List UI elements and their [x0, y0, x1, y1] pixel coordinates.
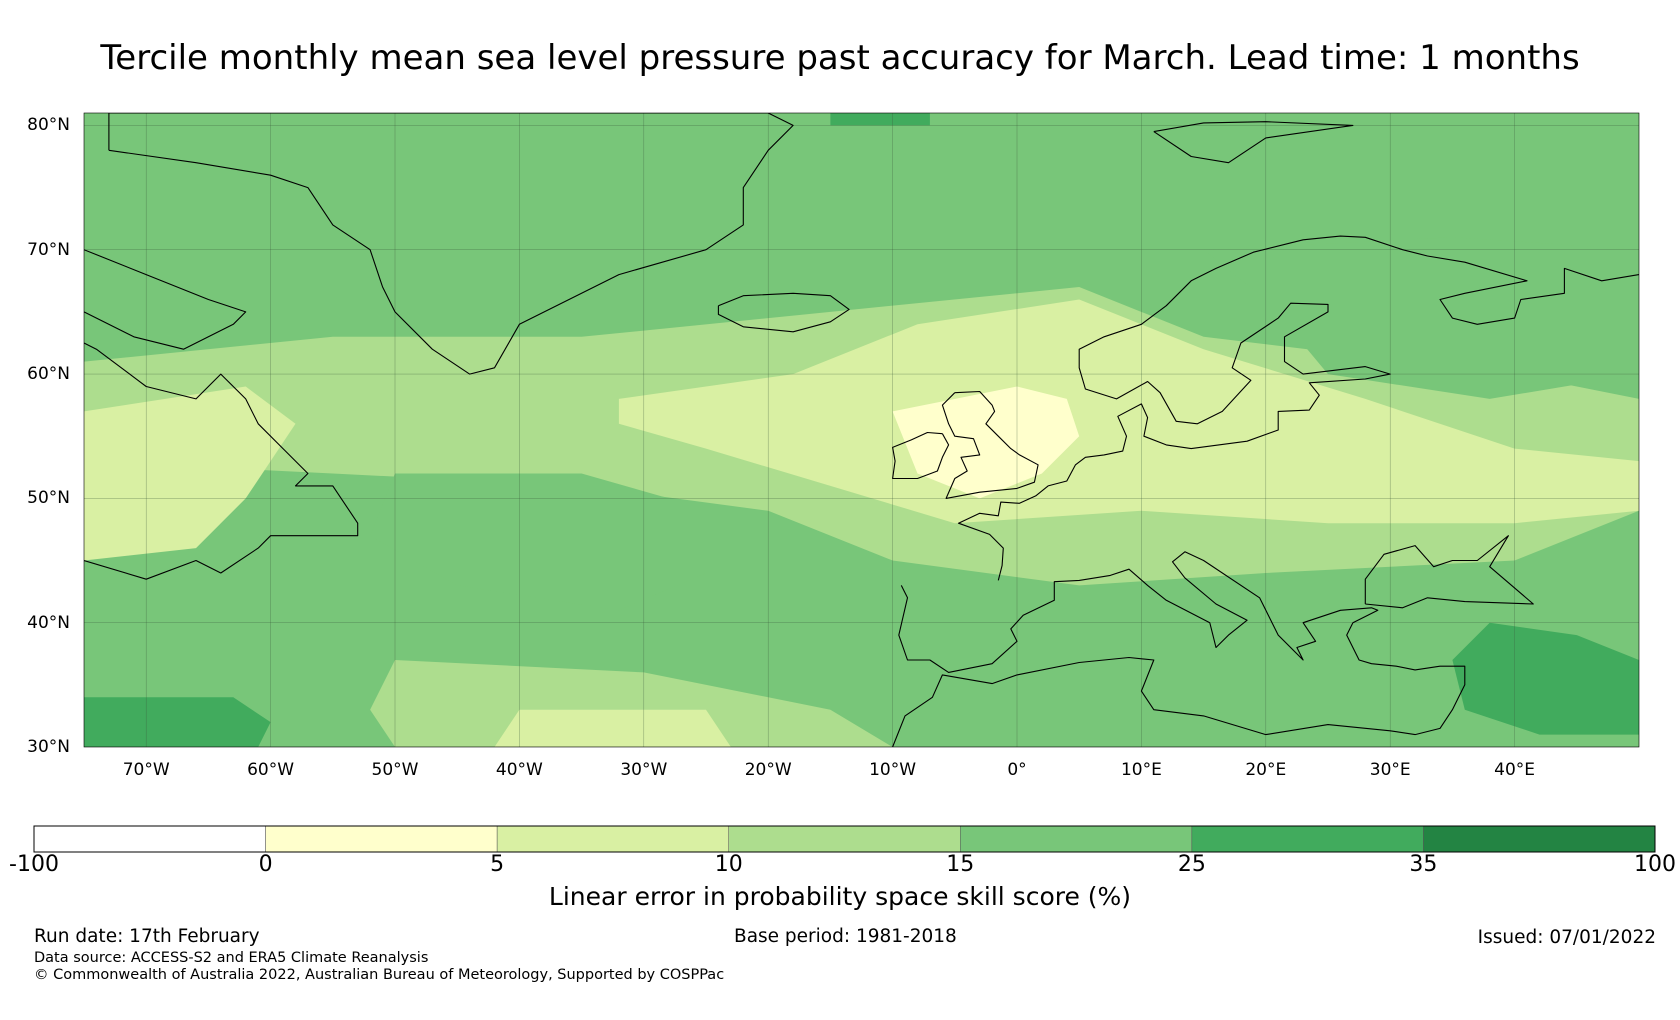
skill-region-east-med-strong — [1452, 622, 1639, 735]
legend-tick-label: 5 — [490, 852, 505, 877]
longitude-label: 30°W — [620, 760, 668, 780]
skill-region-scandinavia-strong — [1203, 237, 1639, 399]
coastline-great-britain — [941, 390, 1039, 499]
skill-region-sw-strong — [84, 697, 271, 747]
colorbar-segment — [1423, 825, 1656, 853]
coastline-north-america — [84, 342, 359, 580]
coastline-ireland — [892, 431, 950, 480]
skill-regions — [84, 113, 1639, 747]
legend-tick-label: -100 — [9, 852, 59, 877]
latitude-label: 70°N — [27, 239, 70, 260]
copyright: © Commonwealth of Australia 2022, Austra… — [34, 967, 725, 983]
coastline-baffin — [84, 249, 247, 350]
run-date: Run date: 17th February — [34, 926, 260, 947]
longitude-label: 20°E — [1245, 760, 1287, 780]
longitude-label: 0° — [1007, 760, 1027, 780]
colorbar-segment — [496, 825, 729, 853]
coastline-europe-mainland — [892, 551, 1466, 747]
base-period: Base period: 1981-2018 — [734, 926, 957, 947]
coastline-svalbard — [1153, 121, 1354, 164]
coastline-iceland — [717, 292, 850, 333]
longitude-label: 50°W — [371, 760, 419, 780]
longitude-label: 10°E — [1120, 760, 1162, 780]
longitude-label: 40°W — [495, 760, 543, 780]
colorbar-frame — [33, 825, 1656, 853]
latitude-label: 60°N — [27, 364, 70, 385]
legend-colorbar — [33, 825, 1656, 853]
latitude-label: 80°N — [27, 115, 70, 136]
legend-tick-label: 25 — [1177, 852, 1206, 877]
skill-region-mid-atlantic — [370, 473, 706, 611]
legend-title: Linear error in probability space skill … — [548, 882, 1132, 911]
colorbar-segment — [728, 825, 961, 853]
issued-date: Issued: 07/01/2022 — [1477, 927, 1656, 948]
legend-tick-label: 35 — [1409, 852, 1438, 877]
skill-region-south-core-pale — [494, 709, 731, 747]
latitude-label: 40°N — [27, 612, 70, 633]
coastline-greenland — [108, 113, 794, 375]
legend-tick-label: 100 — [1634, 852, 1676, 877]
colorbar-segment — [1191, 825, 1424, 853]
skill-region-uk-core — [892, 386, 1080, 499]
map-gridlines — [84, 113, 1639, 747]
coastline-black-sea — [1364, 535, 1534, 609]
legend-tick-label: 0 — [258, 852, 273, 877]
map-coastlines — [84, 113, 1639, 747]
data-source: Data source: ACCESS-S2 and ERA5 Climate … — [34, 950, 429, 966]
longitude-label: 30°E — [1369, 760, 1411, 780]
legend-tick-label: 15 — [946, 852, 975, 877]
skill-region-arctic-strong — [830, 113, 930, 126]
longitude-label: 60°W — [247, 760, 295, 780]
colorbar-segment — [265, 825, 498, 853]
skill-region-south-tropical-pale — [370, 660, 893, 747]
chart-title: Tercile monthly mean sea level pressure … — [100, 38, 1580, 78]
longitude-label: 10°W — [869, 760, 917, 780]
legend-tick-label: 10 — [714, 852, 743, 877]
longitude-label: 40°E — [1494, 760, 1536, 780]
map-frame — [83, 112, 1640, 748]
latitude-label: 30°N — [27, 737, 70, 757]
latitude-label: 50°N — [27, 488, 70, 509]
skill-region-europe-pale — [618, 299, 1639, 524]
colorbar-segment — [960, 825, 1193, 853]
skill-region-west-coast-pale — [84, 386, 296, 561]
colorbar-segment — [33, 825, 266, 853]
coastline-france-biscay — [957, 235, 1639, 581]
longitude-label: 20°W — [744, 760, 792, 780]
longitude-label: 70°W — [122, 760, 170, 780]
